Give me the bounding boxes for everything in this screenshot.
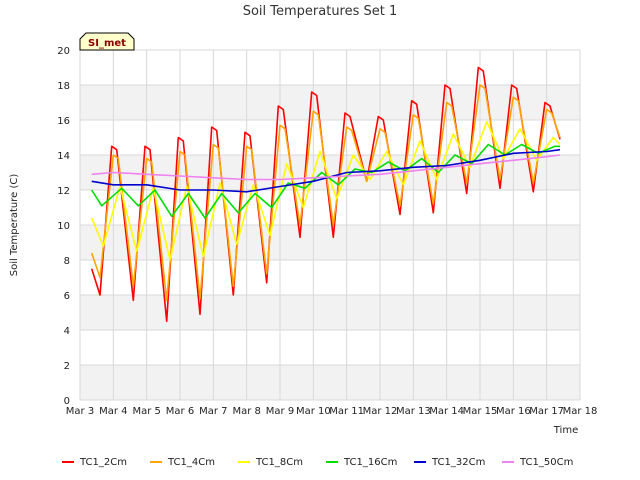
x-tick-label: Mar 11 bbox=[329, 406, 364, 417]
y-tick-label: 16 bbox=[57, 116, 70, 127]
badge-shape bbox=[79, 32, 135, 51]
plot-band bbox=[80, 155, 580, 190]
y-tick-label: 20 bbox=[57, 46, 70, 57]
x-tick-label: Mar 12 bbox=[363, 406, 398, 417]
station-badge: SI_met bbox=[79, 32, 135, 51]
plot-band bbox=[80, 295, 580, 330]
x-tick-label: Mar 16 bbox=[496, 406, 531, 417]
y-tick-label: 8 bbox=[64, 256, 70, 267]
chart-title: Soil Temperatures Set 1 bbox=[243, 4, 398, 19]
badge-text: SI_met bbox=[88, 38, 126, 49]
legend-label: TC1_4Cm bbox=[167, 457, 215, 468]
y-tick-label: 10 bbox=[57, 221, 70, 232]
legend: TC1_2Cm TC1_4Cm TC1_8Cm TC1_16Cm TC1_32Cm TC1… bbox=[62, 457, 573, 468]
legend-label: TC1_32Cm bbox=[431, 457, 485, 468]
legend-label: TC1_50Cm bbox=[519, 457, 573, 468]
legend-label: TC1_8Cm bbox=[255, 457, 303, 468]
legend-label: TC1_16Cm bbox=[343, 457, 397, 468]
x-tick-label: Mar 15 bbox=[463, 406, 498, 417]
x-tick-label: Mar 10 bbox=[296, 406, 331, 417]
x-tick-label: Mar 9 bbox=[266, 406, 294, 417]
grid-lines bbox=[79, 49, 581, 401]
x-tick-label: Mar 17 bbox=[529, 406, 564, 417]
x-tick-label: Mar 6 bbox=[166, 406, 194, 417]
x-tick-labels: Mar 3 Mar 4 Mar 5 Mar 6 Mar 7 Mar 8 Mar 9 Mar 1… bbox=[66, 406, 598, 417]
y-tick-label: 12 bbox=[57, 186, 70, 197]
x-axis-label: Time bbox=[553, 425, 578, 436]
legend-label: TC1_2Cm bbox=[79, 457, 127, 468]
plot-band bbox=[80, 85, 580, 120]
y-tick-label: 18 bbox=[57, 81, 70, 92]
y-tick-label: 2 bbox=[64, 361, 70, 372]
x-tick-label: Mar 18 bbox=[563, 406, 598, 417]
x-tick-label: Mar 8 bbox=[232, 406, 260, 417]
y-tick-labels: 0 2 4 6 8 10 12 14 16 18 20 bbox=[57, 46, 70, 407]
y-axis-label: Soil Temperature (C) bbox=[9, 174, 20, 277]
x-tick-label: Mar 14 bbox=[429, 406, 464, 417]
x-tick-label: Mar 4 bbox=[99, 406, 127, 417]
x-tick-label: Mar 7 bbox=[199, 406, 227, 417]
x-tick-label: Mar 3 bbox=[66, 406, 94, 417]
y-tick-label: 4 bbox=[64, 326, 70, 337]
x-tick-label: Mar 13 bbox=[396, 406, 431, 417]
series-lines bbox=[90, 66, 561, 323]
plot-band bbox=[80, 225, 580, 260]
series-line-TC1_50Cm bbox=[91, 154, 561, 181]
series-line-TC1_8Cm bbox=[90, 121, 561, 261]
series-line-TC1_16Cm bbox=[91, 143, 560, 219]
y-tick-label: 0 bbox=[64, 396, 70, 407]
plot-band bbox=[80, 365, 580, 400]
y-tick-label: 14 bbox=[57, 151, 70, 162]
x-tick-label: Mar 5 bbox=[132, 406, 160, 417]
y-tick-label: 6 bbox=[64, 291, 70, 302]
